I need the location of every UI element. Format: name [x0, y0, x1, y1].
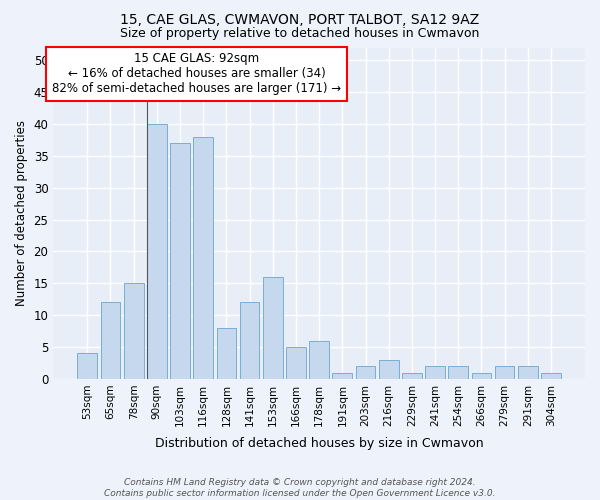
Bar — [124, 284, 143, 379]
Bar — [170, 143, 190, 379]
Text: 15 CAE GLAS: 92sqm
← 16% of detached houses are smaller (34)
82% of semi-detache: 15 CAE GLAS: 92sqm ← 16% of detached hou… — [52, 52, 341, 96]
Text: Size of property relative to detached houses in Cwmavon: Size of property relative to detached ho… — [121, 28, 479, 40]
Bar — [518, 366, 538, 379]
Y-axis label: Number of detached properties: Number of detached properties — [15, 120, 28, 306]
Bar — [101, 302, 121, 379]
Bar — [379, 360, 398, 379]
Bar — [448, 366, 468, 379]
Bar — [240, 302, 259, 379]
Bar — [286, 347, 306, 379]
Bar — [541, 372, 561, 379]
Bar — [472, 372, 491, 379]
Text: Contains HM Land Registry data © Crown copyright and database right 2024.
Contai: Contains HM Land Registry data © Crown c… — [104, 478, 496, 498]
Bar — [309, 340, 329, 379]
Bar — [147, 124, 167, 379]
Bar — [495, 366, 514, 379]
Bar — [263, 277, 283, 379]
Bar — [402, 372, 422, 379]
X-axis label: Distribution of detached houses by size in Cwmavon: Distribution of detached houses by size … — [155, 437, 484, 450]
Bar — [77, 354, 97, 379]
Text: 15, CAE GLAS, CWMAVON, PORT TALBOT, SA12 9AZ: 15, CAE GLAS, CWMAVON, PORT TALBOT, SA12… — [121, 12, 479, 26]
Bar — [193, 136, 213, 379]
Bar — [332, 372, 352, 379]
Bar — [356, 366, 376, 379]
Bar — [425, 366, 445, 379]
Bar — [217, 328, 236, 379]
